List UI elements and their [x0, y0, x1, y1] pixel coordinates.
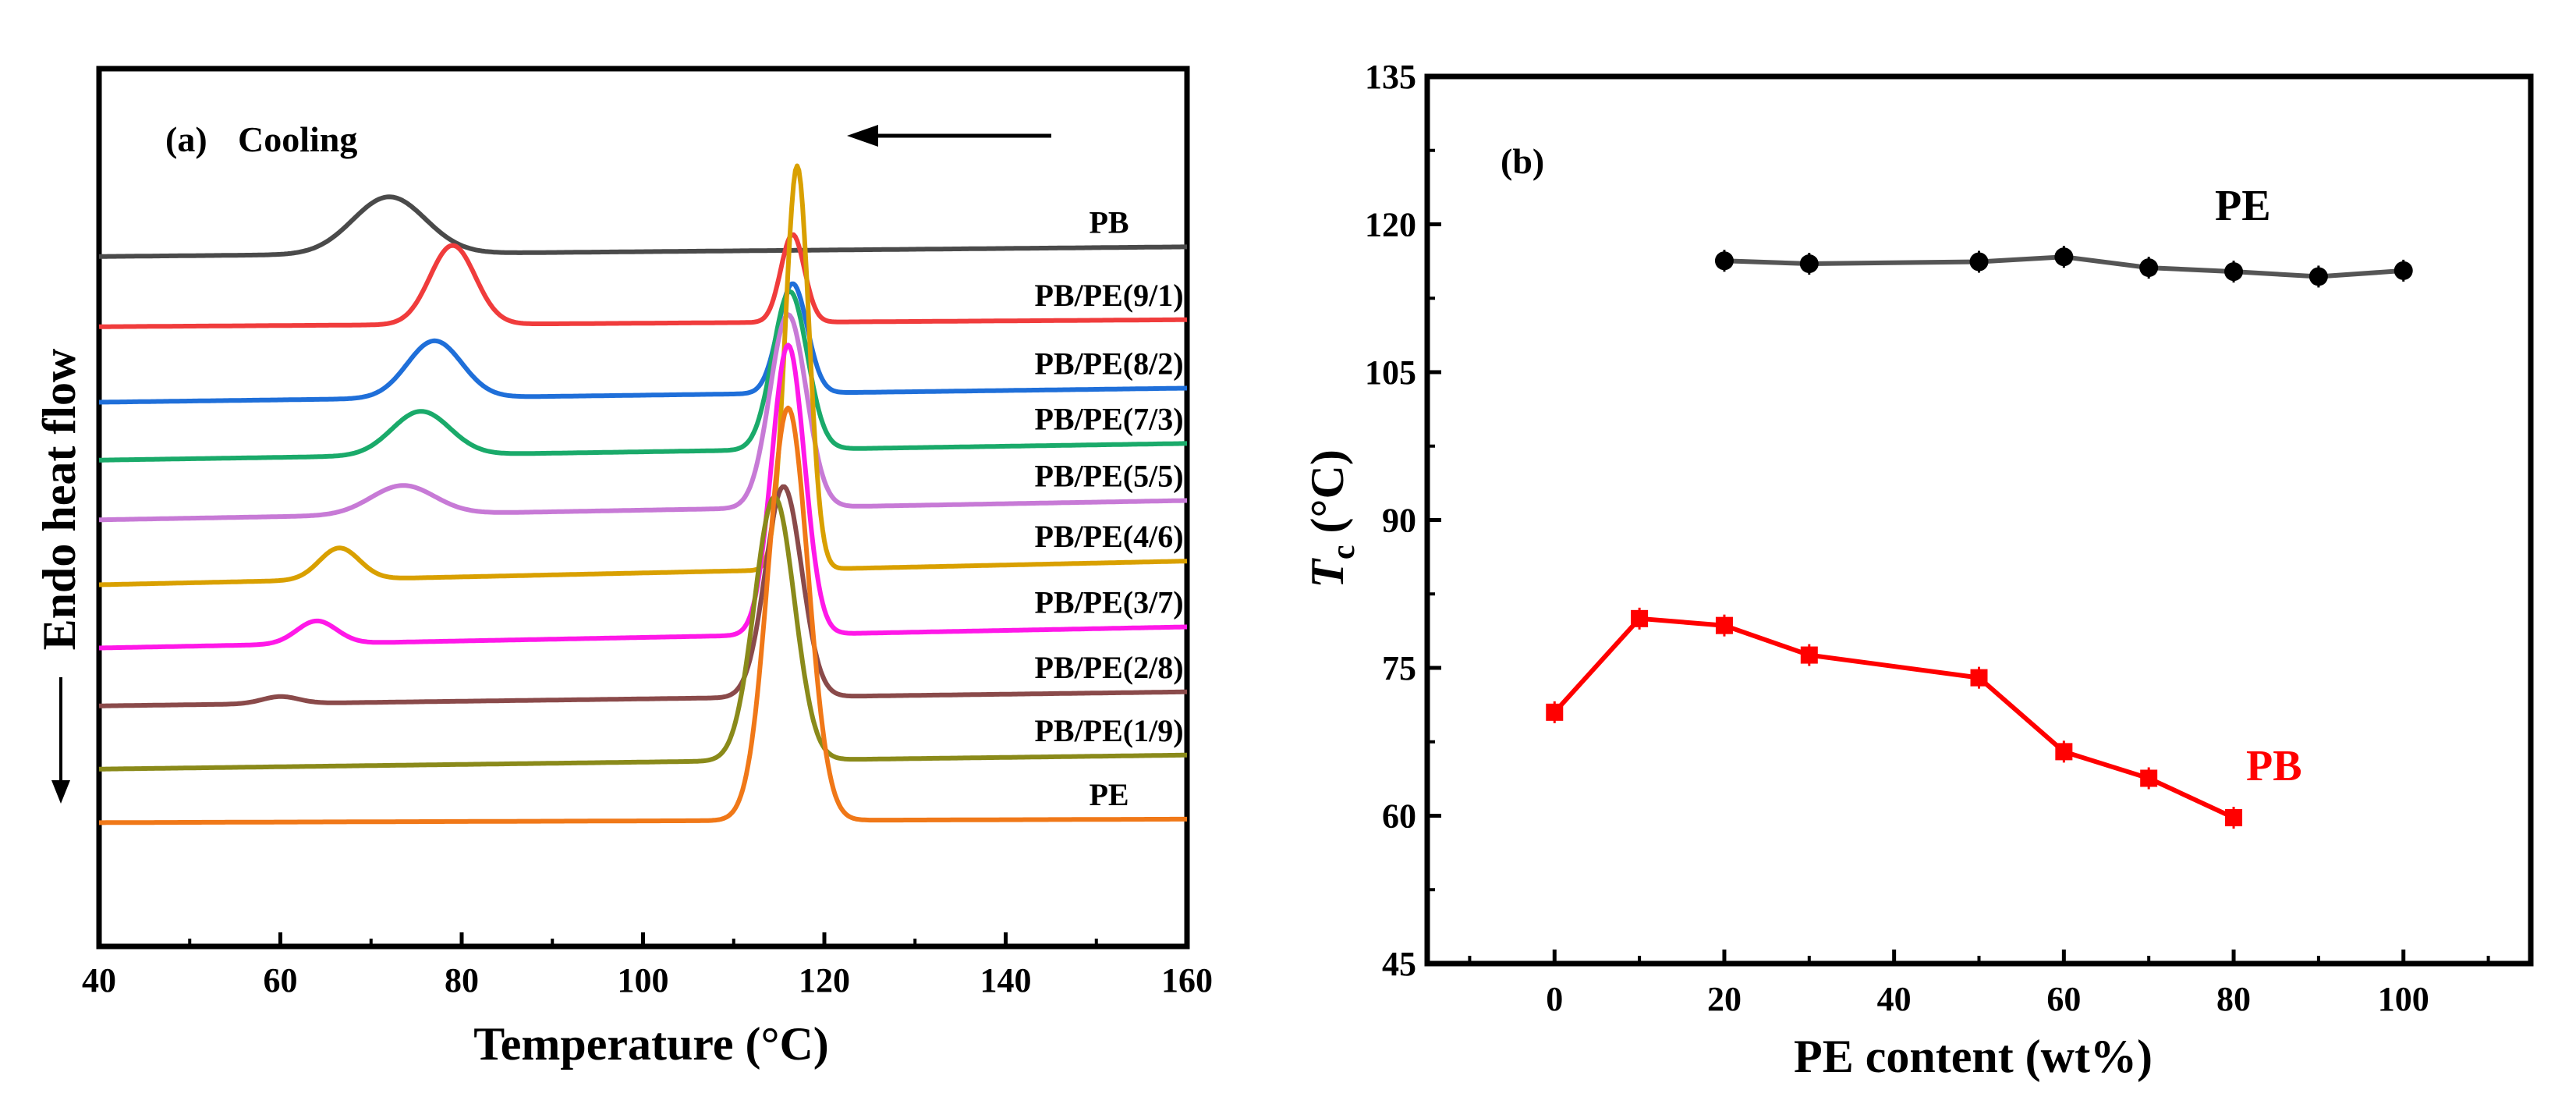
curve-label-pb-pe-8-2: PB/PE(8/2): [1034, 346, 1183, 382]
data-point-pe: [1969, 252, 1989, 272]
panel-a-x-tick-label: 100: [618, 961, 669, 999]
data-point-pe: [2394, 261, 2413, 280]
panel-a-x-axis-title: Temperature (°C): [473, 1018, 829, 1070]
panel-a-frame: [96, 66, 1190, 950]
curve-label-pb-pe-1-9: PB/PE(1/9): [1034, 713, 1183, 748]
curve-pb-pe-2-8: [98, 484, 1188, 708]
data-point-pe: [2308, 267, 2328, 286]
panel-b-y-tick-label: 135: [1365, 58, 1416, 96]
curve-label-pb-pe-7-3: PB/PE(7/3): [1034, 401, 1183, 436]
curve-pe: [98, 405, 1188, 825]
curve-pb-pe-3-7: [98, 343, 1188, 651]
data-point-pb: [1631, 609, 1649, 627]
curve-pb-pe-7-3: [98, 289, 1188, 463]
curve-pb-pe-8-2: [98, 281, 1188, 405]
data-point-pb: [1546, 703, 1564, 721]
panel-b-x-tick-label: 60: [2046, 980, 2081, 1018]
data-point-pe: [1799, 254, 1819, 274]
panel-b-series: [1546, 246, 2413, 829]
curve-pb: [98, 194, 1188, 259]
panel-b-x-ticks: 0 20 40 60 80 100: [1468, 950, 2490, 1018]
panel-b-x-tick-label: 0: [1546, 980, 1563, 1018]
panel-a-x-tick-label: 120: [799, 961, 850, 999]
data-point-pe: [2054, 247, 2074, 267]
curve-label-pb-pe-4-6: PB/PE(4/6): [1034, 519, 1183, 554]
data-point-pb: [1800, 646, 1818, 664]
panel-b-y-tick-label: 105: [1365, 353, 1416, 392]
panel-b-x-tick-label: 20: [1707, 980, 1742, 1018]
panel-b-series-label-pe: PE: [2215, 182, 2271, 230]
panel-b-y-tick-label: 90: [1382, 502, 1416, 540]
data-point-pb: [1715, 616, 1733, 634]
panel-b-y-axis-title: Tc (°C): [1302, 449, 1362, 588]
panel-b-label: (b): [1501, 141, 1544, 181]
panel-a-x-tick-label: 80: [445, 961, 479, 999]
data-point-pb: [1970, 669, 1988, 687]
curve-label-pb: PB: [1089, 204, 1129, 240]
panel-a-x-tick-label: 160: [1161, 961, 1213, 999]
panel-b-y-tick-label: 75: [1382, 649, 1416, 687]
curve-label-pb-pe-3-7: PB/PE(3/7): [1034, 585, 1183, 620]
data-point-pe: [2139, 258, 2159, 278]
data-point-pe: [2224, 262, 2244, 282]
panel-b-x-axis-title: PE content (wt%): [1794, 1031, 2153, 1082]
panel-a-label: (a): [165, 119, 207, 159]
curve-label-pb-pe-2-8: PB/PE(2/8): [1034, 650, 1183, 685]
panel-b-y-tick-label: 45: [1382, 945, 1416, 983]
series-line-pe: [1724, 254, 2404, 279]
curve-label-pb-pe-5-5: PB/PE(5/5): [1034, 459, 1183, 494]
data-point-pb: [2225, 809, 2243, 827]
panel-b-series-label-pb: PB: [2246, 742, 2302, 790]
series-line-pb: [1553, 616, 2235, 820]
panel-a-y-axis-title: Endo heat flow: [34, 348, 85, 650]
panel-b-frame: [1424, 73, 2534, 967]
panel-b-x-tick-label: 100: [2378, 980, 2429, 1018]
data-point-pb: [2055, 743, 2073, 761]
panel-a-x-ticks: 40 60 80 100 120 140 160: [82, 932, 1213, 999]
curve-pb-pe-1-9: [98, 495, 1188, 772]
data-point-pe: [1714, 251, 1734, 271]
panel-a-curves: [98, 163, 1188, 825]
panel-b-x-tick-label: 40: [1877, 980, 1912, 1018]
panel-b-x-tick-label: 80: [2216, 980, 2251, 1018]
data-point-pb: [2140, 769, 2158, 787]
panel-b-y-tick-label: 120: [1365, 206, 1416, 244]
panel-a-x-tick-label: 60: [264, 961, 298, 999]
curve-pb-pe-4-6: [98, 163, 1188, 588]
panel-a-curve-labels: PB PB/PE(9/1) PB/PE(8/2) PB/PE(7/3) PB/PE(5/…: [1034, 204, 1183, 812]
panel-a-x-tick-label: 40: [82, 961, 116, 999]
panel-b-y-ticks: 45 60 75 90 105 120 135: [1365, 58, 1441, 983]
curve-pb-pe-9-1: [98, 232, 1188, 329]
panel-b-tc-chart: 45 60 75 90 105 120 135 0 20 40 60 80 100 (b) PE PB…: [1302, 58, 2534, 1082]
cooling-direction-arrow-icon: [847, 125, 1051, 147]
curve-label-pe: PE: [1089, 777, 1129, 812]
endo-down-arrow-icon: [51, 677, 70, 804]
curve-pb-pe-5-5: [98, 312, 1188, 523]
panel-a-title: Cooling: [238, 119, 357, 159]
panel-a-x-tick-label: 140: [980, 961, 1032, 999]
curve-label-pb-pe-9-1: PB/PE(9/1): [1034, 278, 1183, 313]
panel-b-y-tick-label: 60: [1382, 797, 1416, 836]
panel-a-dsc-chart: PB PB/PE(9/1) PB/PE(8/2) PB/PE(7/3) PB/PE(5/…: [34, 66, 1213, 1070]
